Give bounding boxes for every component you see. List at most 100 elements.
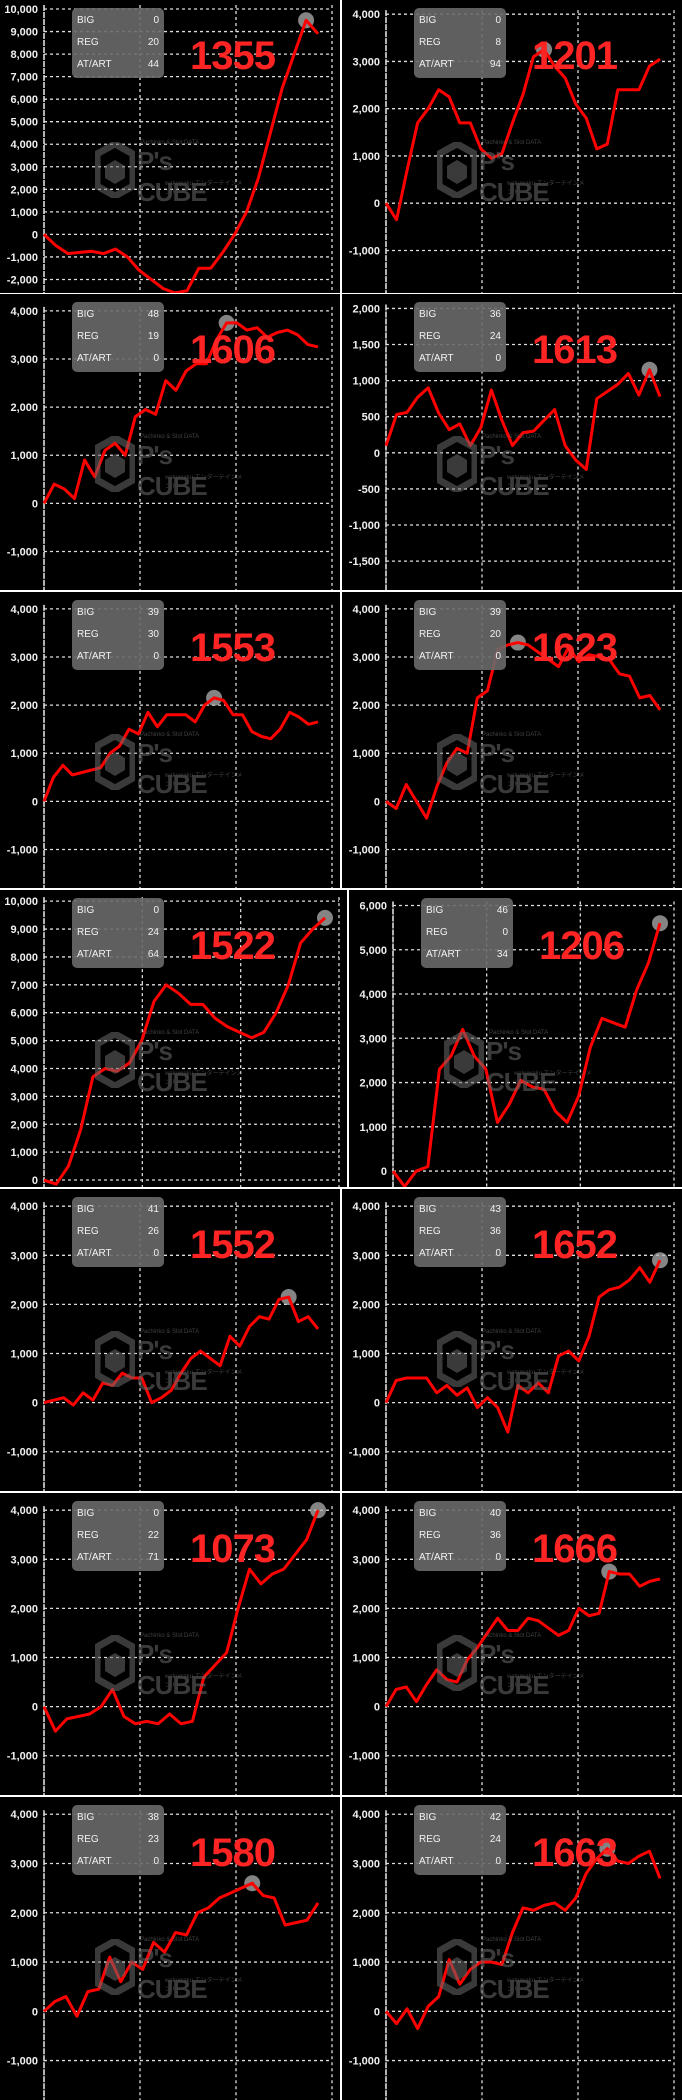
machine-number: 1623 <box>532 626 618 670</box>
watermark-subtitle: wakuwaku エンターテインメント <box>507 773 585 788</box>
stat-row-at-art: AT/ART 0 <box>414 1851 506 1873</box>
watermark-brand: P's CUBE <box>137 1335 208 1396</box>
watermark-tagline: Pachinko & Slot DATA <box>482 434 542 440</box>
watermark-subtitle: wakuwaku エンターテインメント <box>165 773 243 788</box>
line-chart: 4,000 3,000 2,000 1,000 0 -1,000 <box>349 1201 675 1491</box>
stat-label: REG <box>77 1834 99 1845</box>
stat-value: 0 <box>153 1856 159 1867</box>
watermark-tagline: Pachinko & Slot DATA <box>489 1030 549 1036</box>
y-tick-label: 9,000 <box>10 924 38 936</box>
y-tick-label: 3,000 <box>352 56 380 68</box>
stats-box: BIG 43 REG 36 AT/ART 0 <box>414 1197 506 1267</box>
y-tick-label: 2,000 <box>352 700 380 712</box>
y-tick-label: 4,000 <box>352 1201 380 1213</box>
y-tick-label: 0 <box>374 1702 380 1714</box>
stats-box: BIG 48 REG 19 AT/ART 0 <box>72 302 164 372</box>
stat-row-reg: REG 36 <box>414 1525 506 1547</box>
series-line <box>42 18 320 293</box>
watermark-logo: Pachinko & Slot DATA P's CUBE wakuwaku エンタ… <box>437 1937 587 2004</box>
stat-value: 20 <box>147 37 159 48</box>
y-tick-label: 1,000 <box>352 1349 380 1361</box>
y-tick-label: 0 <box>32 229 38 241</box>
y-tick-label: -500 <box>358 484 380 496</box>
stat-value: 71 <box>147 1552 159 1563</box>
watermark-brand: P's CUBE <box>137 738 208 799</box>
stat-row-big: BIG 39 <box>72 602 164 624</box>
series-line <box>384 1570 661 1708</box>
stats-box: BIG 39 REG 30 AT/ART 0 <box>72 600 164 670</box>
y-tick-label: 2,000 <box>10 1908 38 1920</box>
stat-label: BIG <box>419 607 437 618</box>
y-tick-label: 6,000 <box>359 900 387 912</box>
stats-box: BIG 38 REG 23 AT/ART 0 <box>72 1805 164 1875</box>
watermark-brand: P's CUBE <box>479 440 550 501</box>
line-chart: 2,000 1,500 1,000 500 0 -500 -1,000 -1,500 <box>349 303 675 590</box>
stat-row-at-art: AT/ART 0 <box>414 1243 506 1265</box>
machine-number: 1663 <box>532 1831 618 1875</box>
y-tick-label: -2,000 <box>7 274 38 286</box>
stat-value: 0 <box>502 927 508 938</box>
y-tick-label: 500 <box>362 412 380 424</box>
stats-box: BIG 0 REG 20 AT/ART 44 <box>72 8 164 78</box>
stat-label: REG <box>77 1530 99 1541</box>
watermark-subtitle: wakuwaku エンターテインメント <box>507 181 585 196</box>
cube-logo-icon <box>95 142 135 198</box>
line-chart: 6,000 5,000 4,000 3,000 2,000 1,000 0 <box>359 900 675 1187</box>
stat-row-at-art: AT/ART 0 <box>72 1243 164 1265</box>
stat-label: REG <box>426 927 448 938</box>
cube-logo-icon <box>95 1032 135 1088</box>
watermark-tagline: Pachinko & Slot DATA <box>482 1937 542 1943</box>
stat-row-reg: REG 20 <box>414 624 506 646</box>
cube-logo-icon <box>437 1331 477 1387</box>
watermark-logo: Pachinko & Slot DATA P's CUBE wakuwaku エンタ… <box>95 1633 245 1700</box>
stat-label: AT/ART <box>77 1248 112 1259</box>
stat-label: REG <box>77 629 99 640</box>
watermark-tagline: Pachinko & Slot DATA <box>140 732 200 738</box>
watermark-brand: P's CUBE <box>479 1943 550 2004</box>
stat-label: AT/ART <box>426 949 461 960</box>
series-line <box>384 1259 662 1434</box>
stat-value: 39 <box>147 607 159 618</box>
y-tick-label: -1,000 <box>349 1447 380 1459</box>
watermark-tagline: Pachinko & Slot DATA <box>140 434 200 440</box>
stat-label: BIG <box>77 1204 95 1215</box>
stat-value: 43 <box>489 1204 501 1215</box>
y-tick-label: -1,000 <box>349 520 380 532</box>
stat-value: 22 <box>147 1530 159 1541</box>
stat-value: 34 <box>496 949 508 960</box>
stat-value: 0 <box>153 353 159 364</box>
series-line <box>391 922 662 1187</box>
stat-value: 24 <box>147 927 159 938</box>
y-tick-label: 1,500 <box>352 340 380 352</box>
y-tick-label: 1,000 <box>10 450 38 462</box>
y-tick-label: 1,000 <box>359 1122 387 1134</box>
stat-value: 38 <box>147 1812 159 1823</box>
stat-label: BIG <box>419 1812 437 1823</box>
y-tick-label: 1,000 <box>352 1653 380 1665</box>
y-tick-label: 10,000 <box>4 4 38 16</box>
y-tick-label: -1,000 <box>7 546 38 558</box>
series-line <box>385 641 662 820</box>
y-tick-label: 2,000 <box>10 1119 38 1131</box>
stat-value: 42 <box>489 1812 501 1823</box>
stat-row-reg: REG 20 <box>72 32 164 54</box>
watermark-brand: P's CUBE <box>479 1639 550 1700</box>
cube-logo-icon <box>437 734 477 790</box>
watermark-logo: Pachinko & Slot DATA P's CUBE wakuwaku エンタ… <box>437 434 587 501</box>
stat-value: 24 <box>489 1834 501 1845</box>
y-tick-label: 9,000 <box>10 27 38 39</box>
stats-box: BIG 0 REG 22 AT/ART 71 <box>72 1501 164 1571</box>
stat-row-reg: REG 26 <box>72 1221 164 1243</box>
series-line <box>42 1881 320 2018</box>
y-tick-label: -1,000 <box>7 252 38 264</box>
watermark-subtitle: wakuwaku エンターテインメント <box>165 1071 243 1086</box>
stat-row-reg: REG 24 <box>72 922 164 944</box>
watermark-tagline: Pachinko & Slot DATA <box>482 1329 542 1335</box>
machine-number: 1206 <box>539 924 625 968</box>
chart-panel: 10,000 9,000 8,000 7,000 6,000 5,000 4,000 3,00… <box>0 890 347 1187</box>
stat-value: 0 <box>153 905 159 916</box>
y-tick-label: 0 <box>374 198 380 210</box>
y-tick-label: 2,000 <box>10 700 38 712</box>
y-tick-label: 0 <box>32 498 38 510</box>
y-tick-label: 7,000 <box>10 980 38 992</box>
